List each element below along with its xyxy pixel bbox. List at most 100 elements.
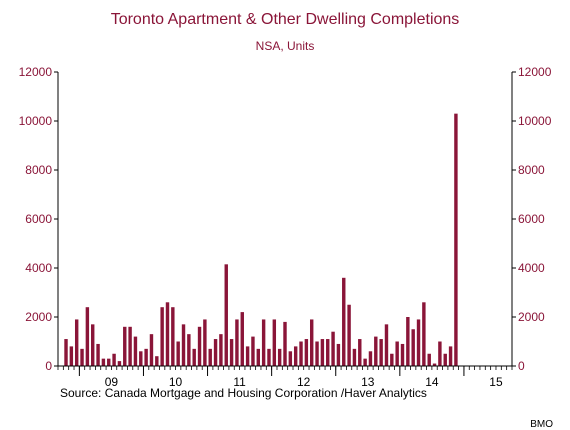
bar xyxy=(181,324,186,366)
x-tick-label: 14 xyxy=(425,375,439,389)
y-tick-label-left: 0 xyxy=(45,359,52,373)
bar xyxy=(374,336,378,366)
bar xyxy=(299,341,303,366)
bar xyxy=(256,348,261,366)
x-tick-label: 12 xyxy=(297,375,311,389)
bars xyxy=(64,113,458,367)
bar xyxy=(235,319,239,366)
bar xyxy=(245,346,250,366)
bar xyxy=(454,113,458,367)
bar xyxy=(395,341,399,366)
bar xyxy=(117,361,122,366)
bar xyxy=(112,353,116,366)
bar xyxy=(96,343,100,366)
bar xyxy=(416,319,421,366)
bar xyxy=(352,348,357,366)
bar xyxy=(149,334,154,366)
bar xyxy=(80,348,84,366)
x-tick-label: 10 xyxy=(169,375,183,389)
bar xyxy=(139,351,143,366)
bar xyxy=(160,307,164,366)
y-tick-label-right: 2000 xyxy=(518,310,545,324)
bar xyxy=(427,353,431,366)
x-tick-label: 09 xyxy=(105,375,119,389)
bar xyxy=(128,326,132,366)
source-note: Source: Canada Mortgage and Housing Corp… xyxy=(60,386,427,400)
bar xyxy=(336,343,341,366)
bar xyxy=(85,307,90,366)
bar xyxy=(390,353,394,366)
bar xyxy=(277,348,282,366)
bar xyxy=(229,339,234,366)
bar xyxy=(272,319,277,366)
y-tick-label-left: 8000 xyxy=(25,163,52,177)
y-tick-label-right: 4000 xyxy=(518,261,545,275)
bar xyxy=(192,348,196,366)
bar xyxy=(165,302,170,366)
bar xyxy=(155,356,159,366)
bar xyxy=(283,321,287,366)
bar xyxy=(107,358,111,366)
bar xyxy=(208,348,212,366)
bar xyxy=(187,334,191,366)
bar xyxy=(400,343,405,366)
bar xyxy=(448,346,453,366)
bar xyxy=(91,324,95,366)
bar xyxy=(384,324,389,366)
bar xyxy=(219,334,223,366)
bar xyxy=(406,317,410,366)
credit-label: BMO xyxy=(530,419,553,430)
y-tick-label-right: 10000 xyxy=(518,114,552,128)
bar xyxy=(69,346,74,366)
bar xyxy=(342,277,346,366)
bar xyxy=(203,319,207,366)
bar xyxy=(320,339,325,366)
y-tick-label-left: 2000 xyxy=(25,310,52,324)
y-tick-label-right: 12000 xyxy=(518,65,552,79)
bar xyxy=(213,339,218,366)
bar xyxy=(224,264,228,366)
x-tick-label: 13 xyxy=(361,375,375,389)
y-tick-label-left: 4000 xyxy=(25,261,52,275)
bar xyxy=(443,353,447,366)
bar xyxy=(74,319,79,366)
bar xyxy=(64,339,68,366)
x-axis: 09 10 11 12 13 14 15 xyxy=(57,365,513,389)
y-tick-label-left: 6000 xyxy=(25,212,52,226)
bar xyxy=(422,302,426,366)
bar xyxy=(309,319,314,366)
bar xyxy=(240,312,244,366)
y-axis-right: 0 2000 4000 6000 8000 10000 12000 xyxy=(511,65,552,373)
bar xyxy=(368,351,373,366)
y-tick-label-left: 10000 xyxy=(19,114,53,128)
x-tick-label: 15 xyxy=(489,375,503,389)
y-tick-label-right: 0 xyxy=(518,359,525,373)
bar xyxy=(432,363,437,366)
y-axis-left: 0 2000 4000 6000 8000 10000 12000 xyxy=(19,65,59,373)
bar xyxy=(251,336,255,366)
bar xyxy=(326,339,330,366)
y-tick-label-right: 8000 xyxy=(518,163,545,177)
bar xyxy=(144,348,148,366)
bar xyxy=(411,329,415,366)
x-tick-label: 11 xyxy=(233,375,246,389)
chart-subtitle: NSA, Units xyxy=(256,39,315,53)
bar xyxy=(331,331,335,366)
bar xyxy=(101,358,106,366)
bar xyxy=(288,351,293,366)
bar xyxy=(261,319,266,366)
chart-title: Toronto Apartment & Other Dwelling Compl… xyxy=(111,11,460,28)
bar xyxy=(176,341,180,366)
bar xyxy=(379,339,383,366)
bar xyxy=(267,348,271,366)
bar xyxy=(347,304,351,366)
bar xyxy=(293,346,298,366)
y-tick-label-left: 12000 xyxy=(19,65,53,79)
bar xyxy=(438,341,442,366)
bar xyxy=(358,339,362,366)
bar xyxy=(315,341,319,366)
y-tick-label-right: 6000 xyxy=(518,212,545,226)
bar xyxy=(133,336,138,366)
bar xyxy=(197,326,202,366)
